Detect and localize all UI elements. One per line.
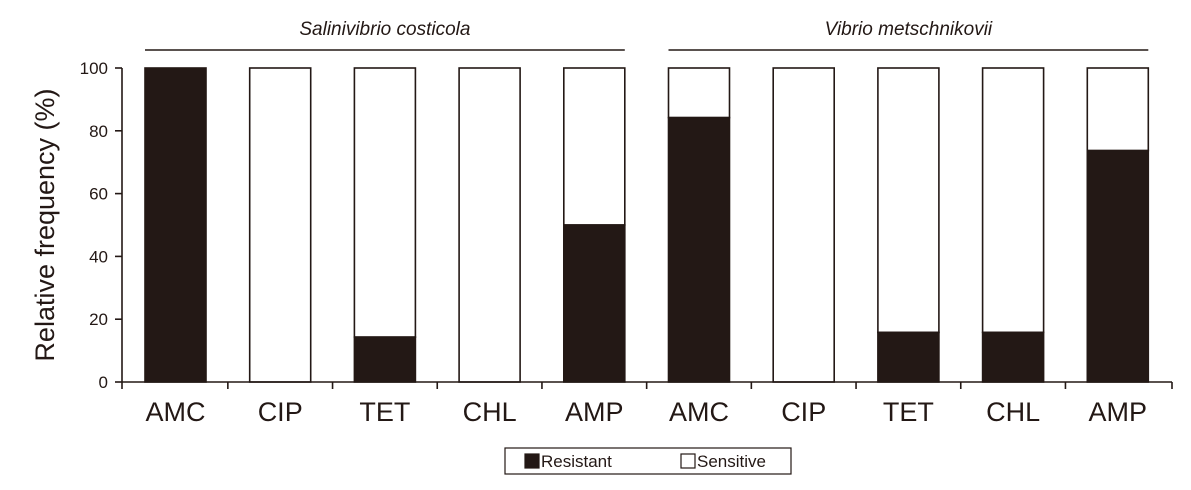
x-tick-label: CHL xyxy=(986,397,1040,427)
bar-resistant-5 xyxy=(562,224,626,383)
y-tick-label: 80 xyxy=(89,122,108,141)
bar-resistant-3 xyxy=(353,336,417,383)
bar-resistant-1 xyxy=(144,67,207,383)
bar-sensitive-4 xyxy=(458,67,521,383)
bar-sensitive-10 xyxy=(1086,67,1150,152)
bar-resistant-6 xyxy=(667,116,731,383)
x-tick-label: TET xyxy=(359,397,410,427)
x-tick-label: AMP xyxy=(1089,397,1148,427)
x-tick-label: CIP xyxy=(781,397,826,427)
x-tick-label: AMC xyxy=(669,397,729,427)
bar-sensitive-2 xyxy=(248,67,312,383)
bar-sensitive-3 xyxy=(353,67,417,338)
y-tick-label: 20 xyxy=(89,310,108,329)
legend: Resistant Sensitive xyxy=(504,447,792,475)
x-tick-label: TET xyxy=(883,397,934,427)
y-tick-label: 0 xyxy=(99,373,108,392)
group-title-2: Vibrio metschnikovii xyxy=(825,19,993,40)
bar-resistant-10 xyxy=(1086,149,1150,383)
x-tick-label: CHL xyxy=(463,397,517,427)
x-tick-label: AMC xyxy=(146,397,206,427)
x-tick-label: CIP xyxy=(258,397,303,427)
bar-sensitive-6 xyxy=(667,67,731,119)
bar-sensitive-9 xyxy=(981,67,1045,334)
bar-sensitive-7 xyxy=(772,67,836,383)
group-title-1: Salinivibrio costicola xyxy=(299,19,470,40)
bar-sensitive-8 xyxy=(877,67,940,334)
legend-label-sensitive: Sensitive xyxy=(697,452,766,471)
y-axis-title: Relative frequency (%) xyxy=(30,88,60,361)
legend-swatch-resistant xyxy=(524,453,540,469)
y-tick-label: 40 xyxy=(89,247,108,266)
y-tick-label: 60 xyxy=(89,185,108,204)
legend-swatch-sensitive xyxy=(680,453,696,469)
group-headers: Salinivibrio costicola Vibrio metschnikov… xyxy=(145,19,1149,51)
bars xyxy=(144,67,1150,383)
bar-sensitive-5 xyxy=(562,67,626,226)
legend-frame xyxy=(504,447,792,475)
bar-resistant-9 xyxy=(981,331,1045,383)
x-tick-label: AMP xyxy=(565,397,624,427)
legend-label-resistant: Resistant xyxy=(541,452,612,471)
y-tick-label: 100 xyxy=(80,59,108,78)
y-ticks: 0 20 40 60 80 100 xyxy=(80,59,122,392)
bar-resistant-8 xyxy=(877,331,940,383)
x-ticks: AMC CIP TET CHL AMP AMC CIP TET CHL AMP xyxy=(121,382,1173,427)
